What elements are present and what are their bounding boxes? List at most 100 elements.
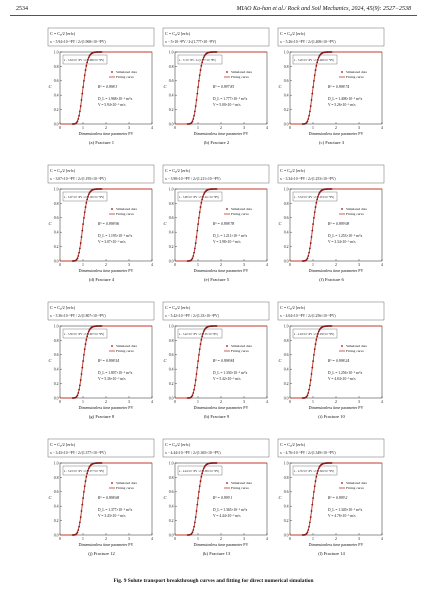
equation-term: x − 5.42×10⁻⁵PV / 2√(1.33×10⁻⁹PV) [165,314,220,318]
simulated-point [191,394,194,397]
legend-marker-simulated [226,71,228,73]
y-tick-label: 0.6 [54,353,59,357]
x-axis-label: Dimensionless time parameter PV [194,542,249,547]
simulated-point [317,469,319,472]
r-squared: R² = 0.999 08 [327,222,349,226]
inner-equation-text: x − 5.36×10⁻⁵PV / 2√(1.807×10⁻⁹PV) [64,332,104,336]
inner-equation-text: x − 5.42×10⁻⁵PV / 2√(1.33×10⁻⁹PV) [179,332,218,336]
simulated-point [309,516,312,518]
simulated-point [310,373,313,375]
simulated-point [200,338,203,341]
simulated-point [316,61,319,64]
simulated-point [314,480,317,482]
inner-equation-text: x − 3.34×10⁻⁵PV / 2√(1.253×10⁻⁹PV) [294,195,334,199]
y-tick-label: 0.8 [284,202,289,206]
simulated-point [316,335,319,338]
simulated-point [87,58,89,61]
simulated-point [202,332,204,335]
y-tick-label: 0.4 [54,368,59,372]
x-tick-label: 4 [266,126,268,130]
y-tick-label: 0.0 [54,396,59,400]
simulated-point [308,525,310,528]
simulated-point [316,472,319,475]
y-tick-label: 1.0 [284,50,289,54]
simulated-point [199,206,202,208]
legend-simulated: Simulated data [346,70,367,74]
simulated-point [195,373,198,375]
simulated-point [87,195,89,198]
y-tick-label: 0.0 [169,396,174,400]
simulated-point [76,120,79,123]
x-axis-label: Dimensionless time parameter PV [194,405,249,410]
simulated-point [200,64,203,67]
x-tick-label: 0 [289,263,291,267]
simulated-point [315,338,318,341]
simulated-point [78,251,80,254]
equation-term: x − 5×10⁻⁵PV / 2√(1.777×10⁻⁹PV) [165,40,217,44]
simulated-point [202,330,205,333]
x-tick-label: 0 [289,400,291,404]
simulated-point [308,384,311,387]
x-tick-label: 0 [174,126,176,130]
panel-6: C = C₀/2 [erfc(x − 3.34×10⁻⁵PV / 2√(1.25… [277,164,385,282]
simulated-point [81,503,84,506]
equation-term: x − 5.94×10⁻⁵PV / 2√(1.968×10⁻⁹PV) [50,40,106,44]
dispersion-coefficient: D_L = 1.408×10⁻⁹ m²/s [328,97,363,101]
panel-7: C = C₀/2 [erfc(x − 5.36×10⁻⁵PV / 2√(1.80… [47,301,155,419]
inner-equation-box [62,191,108,202]
simulated-point [202,467,205,470]
x-tick-label: 2 [335,126,337,130]
y-tick-label: 0.6 [169,353,174,357]
inner-equation-box [292,328,338,339]
simulated-point [78,521,81,524]
simulated-point [305,395,308,398]
y-tick-label: 0.0 [284,259,289,263]
simulated-point [313,74,316,77]
simulated-point [190,395,193,398]
simulated-point [86,61,89,64]
inner-equation-text: x − 5.94×10⁻⁵PV / 2√(1.968×10⁻⁹PV) [64,58,104,62]
simulated-point [82,360,85,362]
y-tick-label: 0.6 [284,490,289,494]
inner-equation-box [292,54,338,65]
simulated-point [191,257,194,260]
y-tick-label: 0.0 [284,396,289,400]
simulated-point [316,198,319,201]
simulated-point [78,525,80,528]
simulated-point [81,366,84,369]
simulated-point [197,223,200,225]
x-axis-label: Dimensionless time parameter PV [79,405,134,410]
y-axis-label: C [48,358,52,363]
simulated-point [193,251,195,254]
equation-box [162,301,270,321]
legend-simulated: Simulated data [231,207,252,211]
x-tick-label: 3 [128,400,130,404]
simulated-point [79,242,82,244]
x-tick-label: 0 [289,537,291,541]
x-tick-label: 0 [289,126,291,130]
x-tick-label: 0 [59,537,61,541]
x-tick-label: 4 [151,537,153,541]
x-axis-label: Dimensionless time parameter PV [79,542,134,547]
x-tick-label: 1 [82,400,84,404]
legend-marker-simulated [341,345,343,347]
simulated-point [193,521,196,524]
simulated-point [192,392,195,394]
y-tick-label: 0.0 [54,122,59,126]
y-tick-label: 0.8 [54,339,59,343]
x-tick-label: 4 [266,263,268,267]
simulated-point [306,394,309,397]
equation-text: C = C₀/2 [erfc( [280,442,306,447]
simulated-point [78,114,80,117]
x-tick-label: 1 [312,537,314,541]
legend-fitting: Fitting curve [346,486,364,490]
panel-2: C = C₀/2 [erfc(x − 5×10⁻⁵PV / 2√(1.777×1… [162,27,270,145]
y-axis-label: C [48,495,52,500]
inner-equation-box [177,191,223,202]
simulated-point [80,99,83,101]
panel-1: C = C₀/2 [erfc(x − 5.94×10⁻⁵PV / 2√(1.96… [47,27,155,145]
simulated-point [308,251,310,254]
simulated-point [317,330,320,333]
legend-marker-simulated [111,482,113,484]
dispersion-coefficient: D_L = 1.256×10⁻⁹ m²/s [328,371,363,375]
